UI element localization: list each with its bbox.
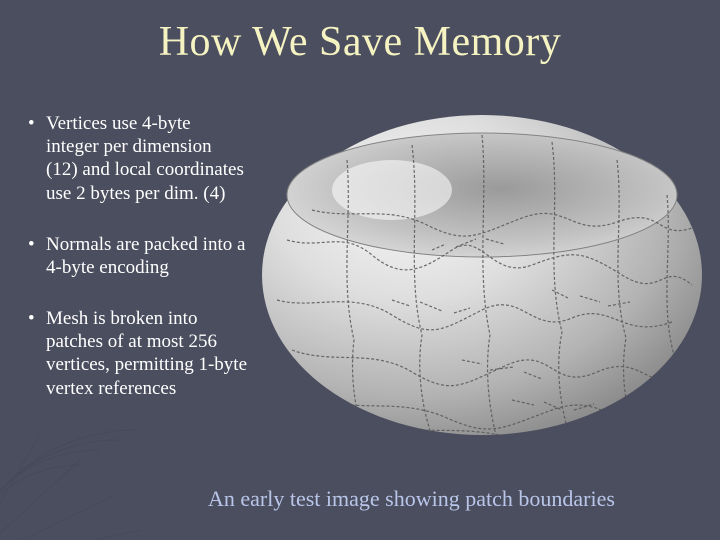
slide-title: How We Save Memory	[0, 18, 720, 66]
background-decoration	[0, 410, 180, 540]
bowl-highlight	[332, 160, 452, 220]
sphere-svg	[252, 100, 712, 440]
bullet-item: Mesh is broken into patches of at most 2…	[28, 307, 248, 400]
slide: How We Save Memory Vertices use 4-byte i…	[0, 0, 720, 540]
bullet-item: Normals are packed into a 4-byte encodin…	[28, 233, 248, 279]
sphere-figure	[252, 100, 712, 440]
bullet-list: Vertices use 4-byte integer per dimensio…	[28, 112, 248, 428]
figure-caption: An early test image showing patch bounda…	[208, 486, 708, 512]
bullet-item: Vertices use 4-byte integer per dimensio…	[28, 112, 248, 205]
